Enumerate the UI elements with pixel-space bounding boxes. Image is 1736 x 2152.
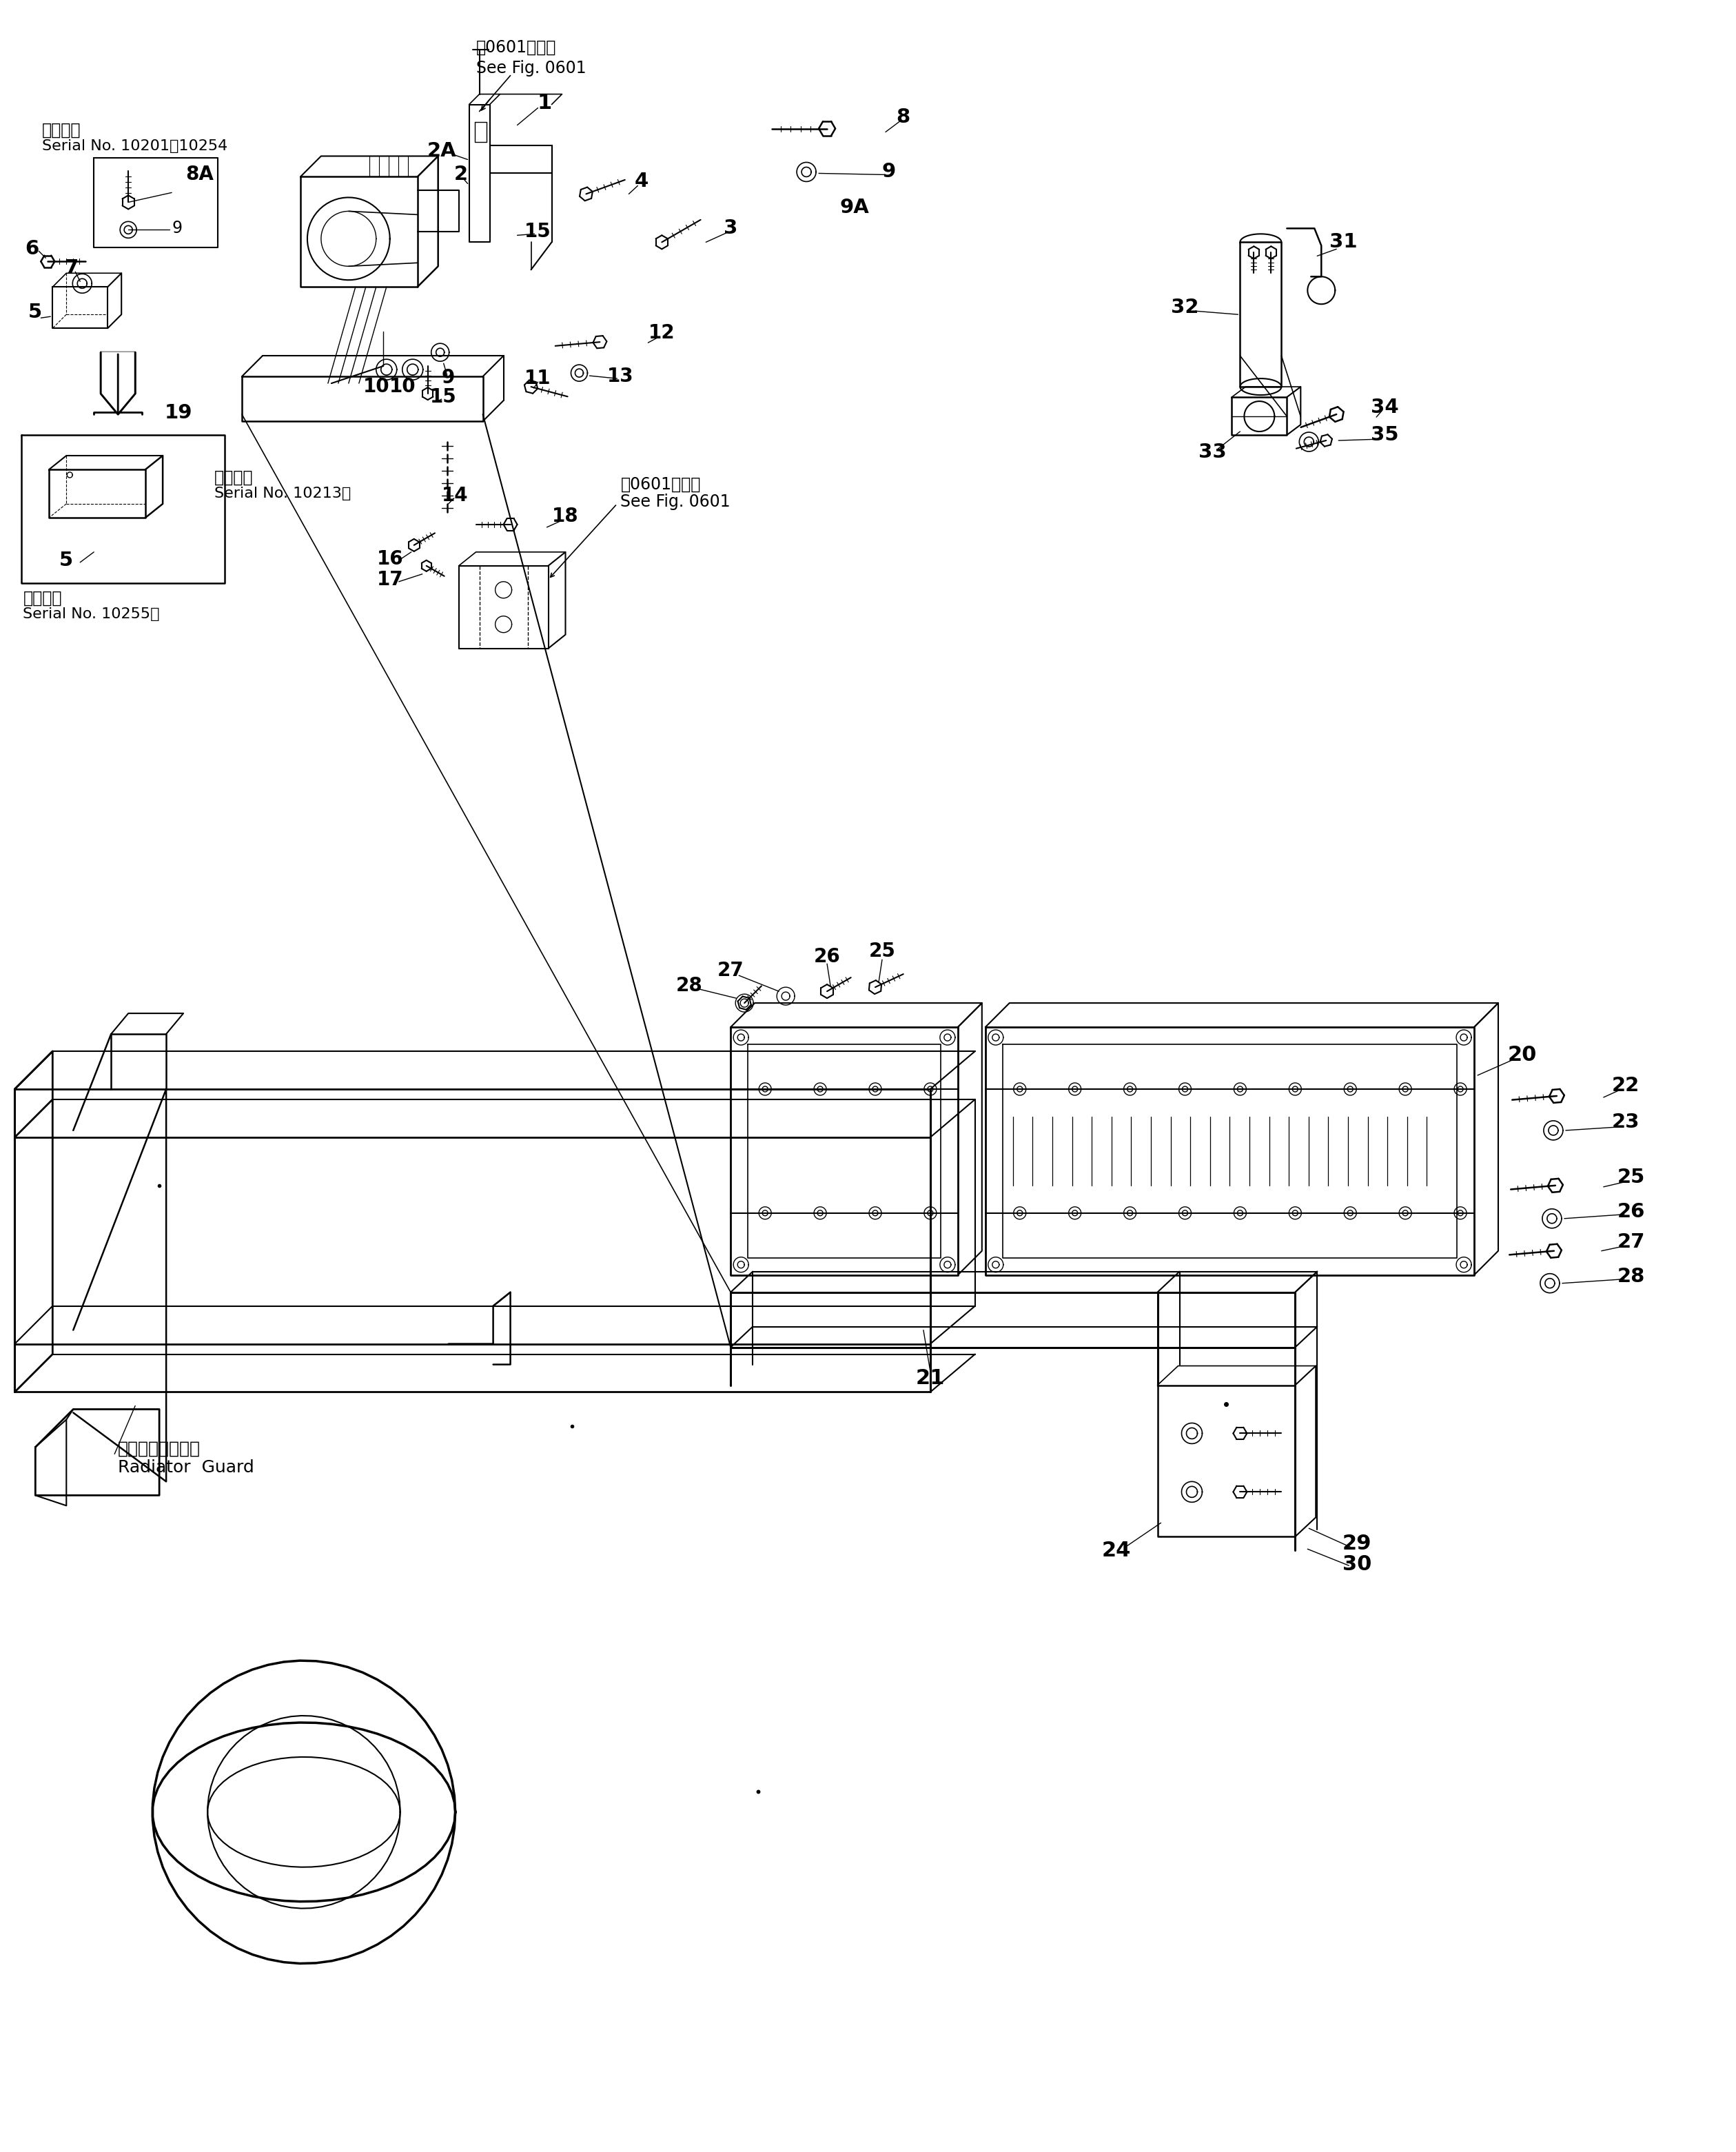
Text: 28: 28	[1618, 1268, 1646, 1287]
Text: 19: 19	[165, 402, 193, 422]
Text: 27: 27	[717, 962, 745, 981]
Text: 4: 4	[634, 172, 648, 192]
Text: 適用号機: 適用号機	[214, 469, 253, 486]
Text: 8A: 8A	[186, 166, 214, 185]
Text: 15: 15	[524, 222, 552, 241]
Text: 適用号機: 適用号機	[42, 123, 82, 138]
Text: 21: 21	[915, 1369, 944, 1388]
Text: 13: 13	[608, 366, 634, 385]
Text: 2A: 2A	[427, 142, 457, 161]
Text: Serial No. 10213～: Serial No. 10213～	[214, 486, 351, 501]
Text: 24: 24	[1102, 1541, 1130, 1560]
Text: 9A: 9A	[840, 198, 870, 217]
Text: 9: 9	[172, 220, 182, 237]
Text: 23: 23	[1611, 1113, 1639, 1132]
Text: 9: 9	[882, 161, 896, 181]
Text: 適用号機: 適用号機	[23, 590, 62, 607]
Text: 25: 25	[868, 943, 896, 962]
Text: 第0601図参照: 第0601図参照	[620, 476, 701, 493]
Text: 29: 29	[1342, 1534, 1371, 1554]
Text: Serial No. 10201～10254: Serial No. 10201～10254	[42, 140, 227, 153]
Text: 10: 10	[363, 377, 389, 396]
Text: 34: 34	[1371, 398, 1399, 417]
Text: 12: 12	[649, 323, 675, 342]
Text: 10: 10	[389, 377, 415, 396]
Text: 33: 33	[1198, 443, 1227, 463]
Text: 31: 31	[1330, 232, 1358, 252]
Text: 35: 35	[1371, 426, 1399, 445]
Text: Serial No. 10255～: Serial No. 10255～	[23, 607, 160, 622]
Text: 6: 6	[24, 239, 38, 258]
Text: See Fig. 0601: See Fig. 0601	[620, 493, 731, 510]
Polygon shape	[101, 353, 135, 415]
Text: 2: 2	[453, 166, 467, 185]
Text: 15: 15	[431, 387, 457, 407]
Text: 22: 22	[1611, 1076, 1639, 1095]
Text: 第0601図参照: 第0601図参照	[476, 39, 556, 56]
Text: 5: 5	[28, 303, 42, 323]
Text: 26: 26	[814, 947, 840, 966]
Text: 16: 16	[377, 549, 403, 568]
Text: 5: 5	[59, 551, 73, 570]
Text: 18: 18	[552, 506, 578, 525]
Text: 26: 26	[1618, 1203, 1646, 1222]
Text: 11: 11	[524, 368, 550, 387]
Text: 1: 1	[538, 93, 552, 114]
Text: See Fig. 0601: See Fig. 0601	[476, 60, 587, 75]
Text: 27: 27	[1618, 1233, 1646, 1252]
Text: 3: 3	[724, 220, 738, 239]
Text: 7: 7	[64, 258, 78, 278]
Text: 17: 17	[377, 570, 403, 590]
Text: ラジエータガード: ラジエータガード	[118, 1440, 201, 1457]
Text: 30: 30	[1342, 1554, 1371, 1573]
Text: 25: 25	[1618, 1169, 1646, 1188]
Text: Radiator  Guard: Radiator Guard	[118, 1459, 253, 1476]
Text: 14: 14	[443, 486, 469, 506]
Text: 8: 8	[896, 108, 910, 127]
Text: 28: 28	[675, 977, 703, 996]
Text: 32: 32	[1172, 297, 1200, 316]
Text: 20: 20	[1509, 1044, 1536, 1065]
Text: 9: 9	[441, 368, 455, 387]
